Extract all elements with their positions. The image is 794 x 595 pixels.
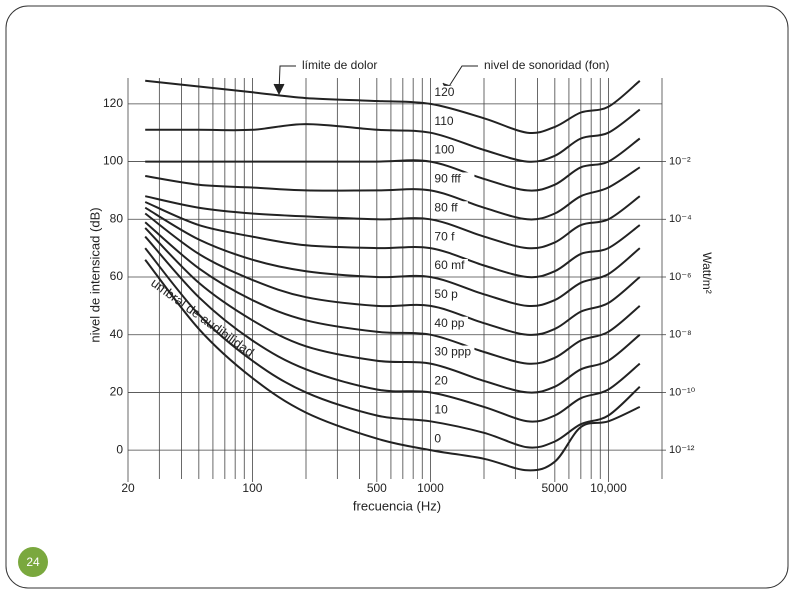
x-tick-label: 1000 (417, 481, 444, 495)
legend-label: 20 (434, 374, 448, 388)
curve (144, 247, 641, 449)
x-axis-title: frecuencia (Hz) (353, 498, 441, 513)
y2-tick-label: 10⁻² (669, 155, 691, 167)
curve (145, 108, 641, 163)
y-tick-label: 80 (110, 211, 124, 225)
y-tick-label: 120 (103, 96, 123, 110)
y2-tick-label: 10⁻⁶ (669, 271, 692, 283)
arrow-head (273, 83, 285, 96)
curve-label-bg (433, 201, 468, 216)
curve-label-bg (433, 85, 455, 100)
curve-label-bg (433, 432, 442, 447)
legend-label: 0 (434, 431, 441, 445)
curve (144, 206, 641, 308)
arrow (278, 65, 296, 93)
y2-axis-title: Watt/m² (700, 252, 714, 294)
y-axis-title: nivel de intensicad (dB) (87, 207, 102, 342)
curve-label-bg (433, 259, 468, 273)
page-number-badge (18, 547, 48, 577)
curve (144, 212, 641, 336)
annotation: límite de dolor (302, 58, 377, 72)
curve-label-bg (433, 114, 455, 129)
y2-tick-label: 10⁻⁴ (669, 213, 692, 225)
curve (145, 137, 641, 192)
curve-label-bg (433, 172, 475, 187)
y-tick-label: 60 (110, 269, 124, 283)
y-tick-label: 0 (116, 442, 123, 456)
legend-label: 40 pp (434, 316, 464, 330)
y2-tick-label: 10⁻⁸ (669, 329, 692, 341)
arrow (447, 65, 478, 89)
slide-frame (5, 5, 789, 589)
curve-label-bg (433, 287, 462, 302)
annotation: nivel de sonoridad (fon) (484, 58, 609, 72)
curve (144, 201, 641, 279)
y-tick-label: 40 (110, 327, 124, 341)
x-tick-label: 20 (121, 481, 135, 495)
legend-label: 50 p (434, 287, 458, 301)
curve-label-bg (433, 316, 468, 331)
legend-label: 120 (434, 85, 454, 99)
curve (145, 79, 641, 135)
legend-label: 90 fff (434, 172, 461, 186)
curve (145, 166, 641, 221)
y2-tick-label: 10⁻¹² (669, 444, 695, 456)
x-tick-label: 5000 (541, 481, 568, 495)
y2-tick-label: 10⁻¹⁰ (669, 386, 696, 398)
curve (144, 227, 641, 394)
y-tick-label: 100 (103, 154, 123, 168)
curve-label-bg (433, 374, 449, 389)
x-tick-label: 100 (242, 481, 262, 495)
legend-label: 80 ff (434, 200, 458, 214)
curve (144, 259, 641, 472)
page-number: 24 (26, 555, 40, 569)
curve (144, 221, 641, 365)
legend-label: 10 (434, 402, 448, 416)
curve (144, 235, 641, 423)
y-tick-label: 20 (110, 385, 124, 399)
legend-label: 30 ppp (434, 345, 471, 359)
legend-label: 70 f (434, 229, 455, 243)
curve-label-bg (433, 230, 462, 245)
legend-label: 60 mf (434, 258, 465, 272)
curve-label-bg (433, 403, 449, 418)
x-tick-label: 500 (367, 481, 387, 495)
legend-label: 110 (434, 114, 453, 128)
x-tick-label: 10,000 (590, 481, 627, 495)
legend-label: 100 (434, 143, 454, 157)
curve-label-bg (433, 143, 455, 158)
curve-label-bg (433, 345, 475, 360)
curve (144, 195, 641, 250)
